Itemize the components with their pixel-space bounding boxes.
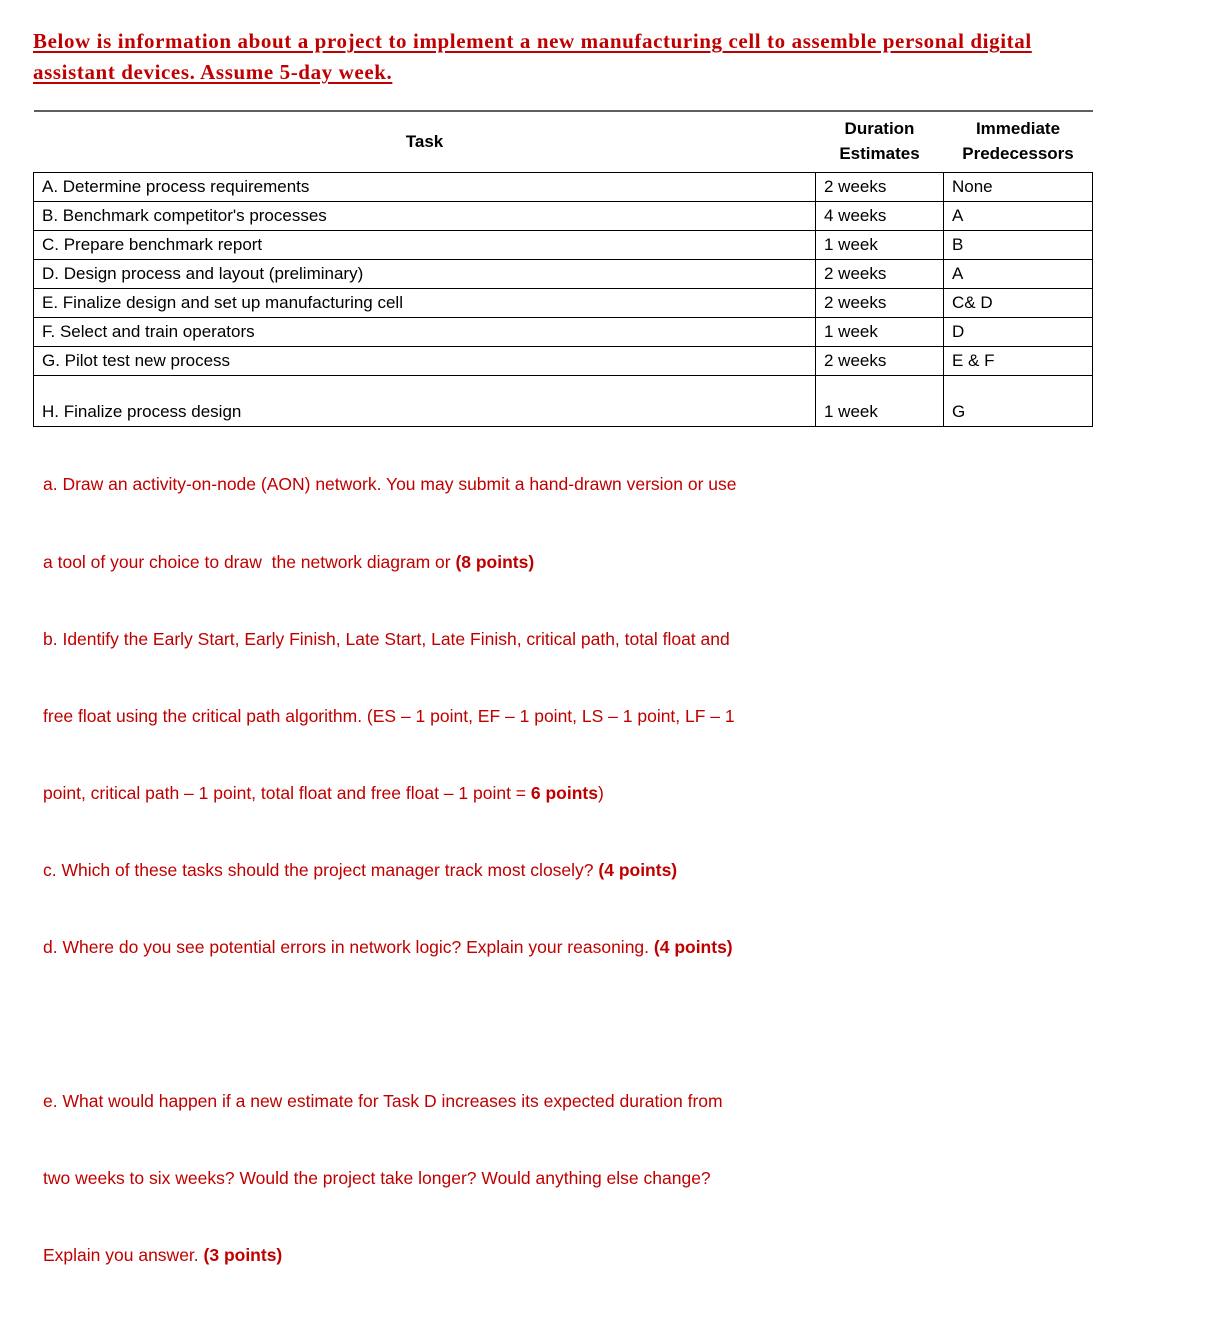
predecessors-cell: C& D — [943, 288, 1093, 318]
table-row: B. Benchmark competitor's processes 4 we… — [33, 201, 1093, 231]
table-row: F. Select and train operators 1 week D — [33, 317, 1093, 347]
duration-cell: 2 weeks — [815, 288, 944, 318]
predecessors-cell: G — [943, 375, 1093, 427]
question-b-line-2: free float using the critical path algor… — [43, 705, 735, 726]
task-cell: C. Prepare benchmark report — [33, 230, 816, 260]
task-cell: E. Finalize design and set up manufactur… — [33, 288, 816, 318]
table-row: A. Determine process requirements 2 week… — [33, 172, 1093, 202]
question-c: c. Which of these tasks should the proje… — [43, 859, 678, 880]
title-line-1: Below is information about a project to … — [33, 29, 1032, 53]
duration-cell: 2 weeks — [815, 259, 944, 289]
predecessors-cell: D — [943, 317, 1093, 347]
table-row: D. Design process and layout (preliminar… — [33, 259, 1093, 289]
question-a-line-1: a. Draw an activity-on-node (AON) networ… — [43, 474, 737, 495]
table-row: E. Finalize design and set up manufactur… — [33, 288, 1093, 318]
blank-line — [43, 1012, 903, 1038]
column-header-duration: Duration Estimates — [815, 110, 944, 173]
duration-cell: 1 week — [815, 317, 944, 347]
question-e-line-2: two weeks to six weeks? Would the projec… — [43, 1168, 711, 1189]
question-b-line-1: b. Identify the Early Start, Early Finis… — [43, 628, 730, 649]
predecessors-cell: B — [943, 230, 1093, 260]
title-line-2: assistant devices. Assume 5-day week. — [33, 60, 393, 84]
column-header-task: Task — [33, 110, 816, 173]
duration-cell: 1 week — [815, 375, 944, 427]
table-row: G. Pilot test new process 2 weeks E & F — [33, 346, 1093, 376]
table-row: C. Prepare benchmark report 1 week B — [33, 230, 1093, 260]
assignment-title: Below is information about a project to … — [33, 26, 1032, 88]
table-row: H. Finalize process design 1 week G — [33, 375, 1093, 427]
column-header-predecessors: Immediate Predecessors — [943, 110, 1093, 173]
task-cell: D. Design process and layout (preliminar… — [33, 259, 816, 289]
predecessors-cell: A — [943, 201, 1093, 231]
duration-cell: 4 weeks — [815, 201, 944, 231]
questions-list: a. Draw an activity-on-node (AON) networ… — [43, 421, 903, 1321]
task-cell: F. Select and train operators — [33, 317, 816, 347]
question-d: d. Where do you see potential errors in … — [43, 937, 733, 958]
question-e-line-1: e. What would happen if a new estimate f… — [43, 1091, 723, 1112]
duration-cell: 2 weeks — [815, 346, 944, 376]
task-table-header: Task Duration Estimates Immediate Predec… — [33, 110, 1093, 173]
predecessors-cell: E & F — [943, 346, 1093, 376]
question-e-line-3: Explain you answer. (3 points) — [43, 1245, 283, 1266]
task-cell: H. Finalize process design — [33, 375, 816, 427]
task-table: Task Duration Estimates Immediate Predec… — [33, 110, 1093, 427]
predecessors-cell: A — [943, 259, 1093, 289]
duration-cell: 1 week — [815, 230, 944, 260]
duration-cell: 2 weeks — [815, 172, 944, 202]
predecessors-cell: None — [943, 172, 1093, 202]
column-header-task-label: Task — [405, 131, 444, 151]
assignment-page: Below is information about a project to … — [33, 26, 1093, 1266]
task-cell: A. Determine process requirements — [33, 172, 816, 202]
question-b-line-3: point, critical path – 1 point, total fl… — [43, 782, 604, 803]
question-a-line-2: a tool of your choice to draw the networ… — [43, 551, 535, 572]
task-cell: B. Benchmark competitor's processes — [33, 201, 816, 231]
task-cell: G. Pilot test new process — [33, 346, 816, 376]
